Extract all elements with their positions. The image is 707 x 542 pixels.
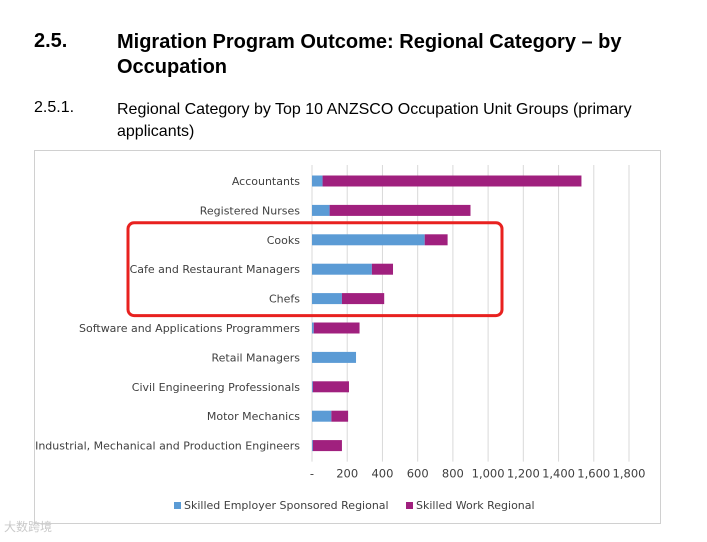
bar-chefs-work-regional — [341, 293, 385, 305]
bar-cafe-and-restaurant-managers-employer-sponsored — [312, 263, 372, 275]
category-labels: Accountants Registered Nurses Cooks Cafe an… — [35, 175, 300, 453]
x-tick-label: 1,000 — [472, 467, 505, 481]
watermark: 大数跨境 — [4, 520, 53, 534]
x-tick-label: 1,200 — [507, 467, 540, 481]
legend-label: Skilled Employer Sponsored Regional — [184, 499, 389, 512]
category-label-cooks: Cooks — [267, 234, 301, 247]
bar-cafe-and-restaurant-managers-work-regional — [371, 263, 394, 275]
bar-civil-engineering-professionals-employer-sponsored — [312, 381, 313, 393]
x-tick-label: 400 — [371, 467, 393, 481]
section-title: Migration Program Outcome: Regional Cate… — [117, 31, 622, 78]
x-tick-label: 200 — [336, 467, 358, 481]
bar-software-and-applications-programmers-employer-sponsored — [312, 322, 314, 334]
bar-accountants-employer-sponsored — [312, 175, 323, 187]
subsection-title: Regional Category by Top 10 ANZSCO Occup… — [117, 101, 632, 140]
bars — [312, 175, 582, 452]
category-label-retail-managers: Retail Managers — [211, 351, 300, 364]
x-tick-label: 800 — [442, 467, 464, 481]
bar-retail-managers-employer-sponsored — [312, 351, 357, 363]
bar-registered-nurses-work-regional — [329, 204, 471, 216]
x-tick-label: 1,400 — [542, 467, 575, 481]
subsection-number: 2.5.1. — [34, 99, 75, 116]
x-tick-label: - — [310, 467, 314, 481]
category-label-chefs: Chefs — [269, 293, 300, 306]
bar-motor-mechanics-employer-sponsored — [312, 410, 332, 422]
x-tick-labels: - 200 400 600 800 1,000 1,200 1,400 1,600 1,800 — [310, 467, 646, 481]
highlight-box — [126, 221, 504, 318]
legend-label: Skilled Work Regional — [416, 499, 535, 512]
category-label-civil-engineering-professionals: Civil Engineering Professionals — [132, 381, 300, 394]
x-tick-label: 1,600 — [577, 467, 610, 481]
category-label-motor-mechanics: Motor Mechanics — [207, 410, 300, 423]
section-number: 2.5. — [34, 30, 68, 52]
category-label-cafe-and-restaurant-managers: Cafe and Restaurant Managers — [130, 263, 301, 276]
legend-swatch — [174, 502, 181, 509]
category-label-industrial-mechanical-and-production-engineers: Industrial, Mechanical and Production En… — [35, 440, 300, 453]
x-tick-label: 600 — [407, 467, 429, 481]
x-tick-label: 1,800 — [613, 467, 646, 481]
bar-civil-engineering-professionals-work-regional — [312, 381, 349, 393]
category-label-software-and-applications-programmers: Software and Applications Programmers — [79, 322, 300, 335]
category-label-accountants: Accountants — [232, 175, 300, 188]
bar-industrial-mechanical-and-production-engineers-work-regional — [312, 440, 342, 452]
legend: Skilled Employer Sponsored Regional Skill… — [174, 499, 535, 512]
bar-accountants-work-regional — [322, 175, 582, 187]
bar-registered-nurses-employer-sponsored — [312, 204, 330, 216]
bar-software-and-applications-programmers-work-regional — [313, 322, 360, 334]
bar-cooks-work-regional — [424, 234, 448, 246]
bar-cooks-employer-sponsored — [312, 234, 425, 246]
legend-swatch — [406, 502, 413, 509]
bar-motor-mechanics-work-regional — [331, 410, 349, 422]
category-label-registered-nurses: Registered Nurses — [200, 204, 301, 217]
bar-chefs-employer-sponsored — [312, 293, 342, 305]
bar-industrial-mechanical-and-production-engineers-employer-sponsored — [312, 440, 313, 452]
